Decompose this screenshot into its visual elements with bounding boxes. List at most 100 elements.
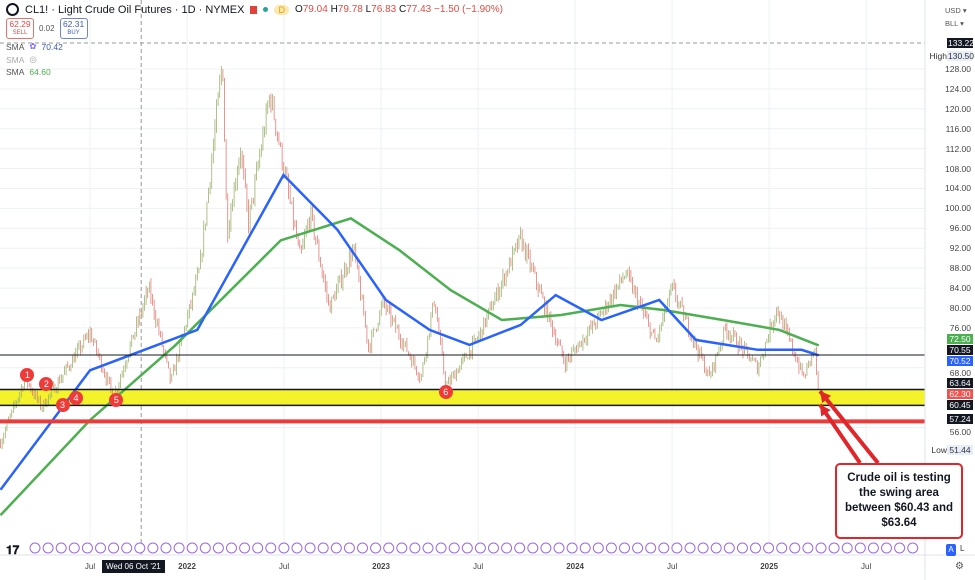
event-marker-icon[interactable] xyxy=(671,542,683,554)
high-label: High xyxy=(929,51,947,61)
event-marker-icon[interactable] xyxy=(81,542,93,554)
tradingview-logo[interactable]: 𝟏𝟕 xyxy=(6,543,20,557)
event-marker-icon[interactable] xyxy=(802,542,814,554)
event-marker-icon[interactable] xyxy=(619,542,630,554)
event-marker-icon[interactable] xyxy=(527,542,539,554)
log-scale-button[interactable]: L xyxy=(960,544,965,553)
event-marker-icon[interactable] xyxy=(750,542,761,554)
price-tag-top: 133.22 xyxy=(947,38,974,48)
crosshair-date-label: Wed 06 Oct '21 xyxy=(102,560,165,573)
event-marker-icon[interactable] xyxy=(710,542,722,554)
event-marker-icon[interactable] xyxy=(540,542,552,554)
event-marker-icon[interactable] xyxy=(95,542,106,554)
event-marker-icon[interactable] xyxy=(881,542,892,554)
event-marker-icon[interactable] xyxy=(658,542,670,554)
event-marker-icon[interactable] xyxy=(776,542,788,554)
event-marker-icon[interactable] xyxy=(42,542,54,554)
event-marker-icon[interactable] xyxy=(736,542,748,554)
price-tag: 70.55 xyxy=(947,345,973,355)
time-tick-label: Jul xyxy=(278,562,290,571)
event-marker-icon[interactable] xyxy=(330,542,342,554)
settings-gear-icon[interactable]: ⚙ xyxy=(955,561,964,572)
buy-button[interactable]: 62.31 BUY xyxy=(59,18,88,39)
price-tick-label: 84.00 xyxy=(949,283,971,294)
event-marker-icon[interactable] xyxy=(605,542,617,554)
event-marker-icon[interactable] xyxy=(907,542,919,554)
hidden-eye-icon[interactable]: ◎ xyxy=(29,54,37,64)
indicator-sma-1[interactable]: SMA ✿ 70.42 xyxy=(6,41,63,52)
unit-select[interactable]: BLL ▾ xyxy=(945,19,964,28)
event-marker-icon[interactable] xyxy=(461,542,473,554)
event-marker-icon[interactable] xyxy=(370,542,382,554)
event-marker-icon[interactable] xyxy=(697,542,709,554)
event-marker-icon[interactable] xyxy=(291,542,303,554)
event-marker-icon[interactable] xyxy=(435,542,447,554)
annotation-box: Crude oil is testing the swing area betw… xyxy=(835,463,963,539)
event-marker-icon[interactable] xyxy=(186,542,198,554)
time-tick-label: 2022 xyxy=(178,562,196,571)
event-marker-icon[interactable] xyxy=(763,542,775,554)
event-marker-icon[interactable] xyxy=(173,542,185,554)
event-marker-icon[interactable] xyxy=(723,542,735,554)
price-tick-label: 128.00 xyxy=(945,63,971,74)
event-marker-icon[interactable] xyxy=(894,542,906,554)
price-tag: 72.50 xyxy=(947,334,973,344)
event-marker-icon[interactable] xyxy=(29,542,41,554)
settings-icon[interactable]: ✿ xyxy=(29,41,37,51)
low-label: Low xyxy=(931,445,947,455)
event-marker-icon[interactable] xyxy=(867,542,879,554)
event-marker-icon[interactable] xyxy=(789,542,801,554)
symbol-title[interactable]: CL1! · Light Crude Oil Futures · 1D · NY… xyxy=(25,3,245,16)
grid xyxy=(0,0,925,555)
indicator-sma-3[interactable]: SMA 64.60 xyxy=(6,67,51,77)
event-marker-icon[interactable] xyxy=(566,542,578,554)
event-marker-icon[interactable] xyxy=(828,542,840,554)
event-marker-icon[interactable] xyxy=(147,542,159,554)
event-marker-icon[interactable] xyxy=(632,542,644,554)
event-marker-icon[interactable] xyxy=(239,542,251,554)
event-marker-icon[interactable] xyxy=(448,542,460,554)
sma-line-blue xyxy=(0,172,820,491)
event-marker-icon[interactable] xyxy=(684,542,696,554)
event-marker-icon[interactable] xyxy=(304,542,316,554)
flag-icon[interactable] xyxy=(250,5,258,14)
event-marker-icon[interactable] xyxy=(55,542,67,554)
event-marker-icon[interactable] xyxy=(592,542,604,554)
currency-select[interactable]: USD ▾ xyxy=(945,6,967,15)
price-tick-label: 96.00 xyxy=(949,223,971,234)
event-marker-icon[interactable] xyxy=(409,542,421,554)
price-tick-label: 88.00 xyxy=(949,263,971,274)
event-marker-icon[interactable] xyxy=(422,542,434,554)
event-marker-icon[interactable] xyxy=(134,542,146,554)
event-marker-icon[interactable] xyxy=(501,542,513,554)
event-marker-icon[interactable] xyxy=(212,542,224,554)
event-marker-icon[interactable] xyxy=(252,542,264,554)
event-marker-icon[interactable] xyxy=(841,542,853,554)
event-marker-icon[interactable] xyxy=(854,542,866,554)
event-marker-icon[interactable] xyxy=(278,542,290,554)
event-marker-icon[interactable] xyxy=(579,542,591,554)
event-marker-icon[interactable] xyxy=(343,542,355,554)
event-marker-icon[interactable] xyxy=(108,542,120,554)
event-marker-icon[interactable] xyxy=(383,542,395,554)
event-marker-icon[interactable] xyxy=(317,542,329,554)
event-marker-icon[interactable] xyxy=(160,542,172,554)
event-marker-icon[interactable] xyxy=(488,542,499,554)
event-marker-icon[interactable] xyxy=(226,542,237,554)
trade-panel: 62.29 SELL 0.02 62.31 BUY xyxy=(6,18,88,39)
event-marker-icon[interactable] xyxy=(68,542,80,554)
event-marker-icon[interactable] xyxy=(357,542,368,554)
event-marker-icon[interactable] xyxy=(121,542,133,554)
sell-button[interactable]: 62.29 SELL xyxy=(6,18,34,39)
event-marker-icon[interactable] xyxy=(265,542,277,554)
event-marker-icon[interactable] xyxy=(474,542,486,554)
event-marker-icon[interactable] xyxy=(553,542,565,554)
event-marker-icon[interactable] xyxy=(199,542,211,554)
indicator-sma-2[interactable]: SMA ◎ xyxy=(6,54,37,65)
auto-scale-button[interactable]: A xyxy=(946,544,956,556)
event-marker-icon[interactable] xyxy=(514,542,526,554)
event-marker-icon[interactable] xyxy=(396,542,408,554)
event-marker-icon[interactable] xyxy=(645,542,657,554)
event-marker-icon[interactable] xyxy=(815,542,827,554)
